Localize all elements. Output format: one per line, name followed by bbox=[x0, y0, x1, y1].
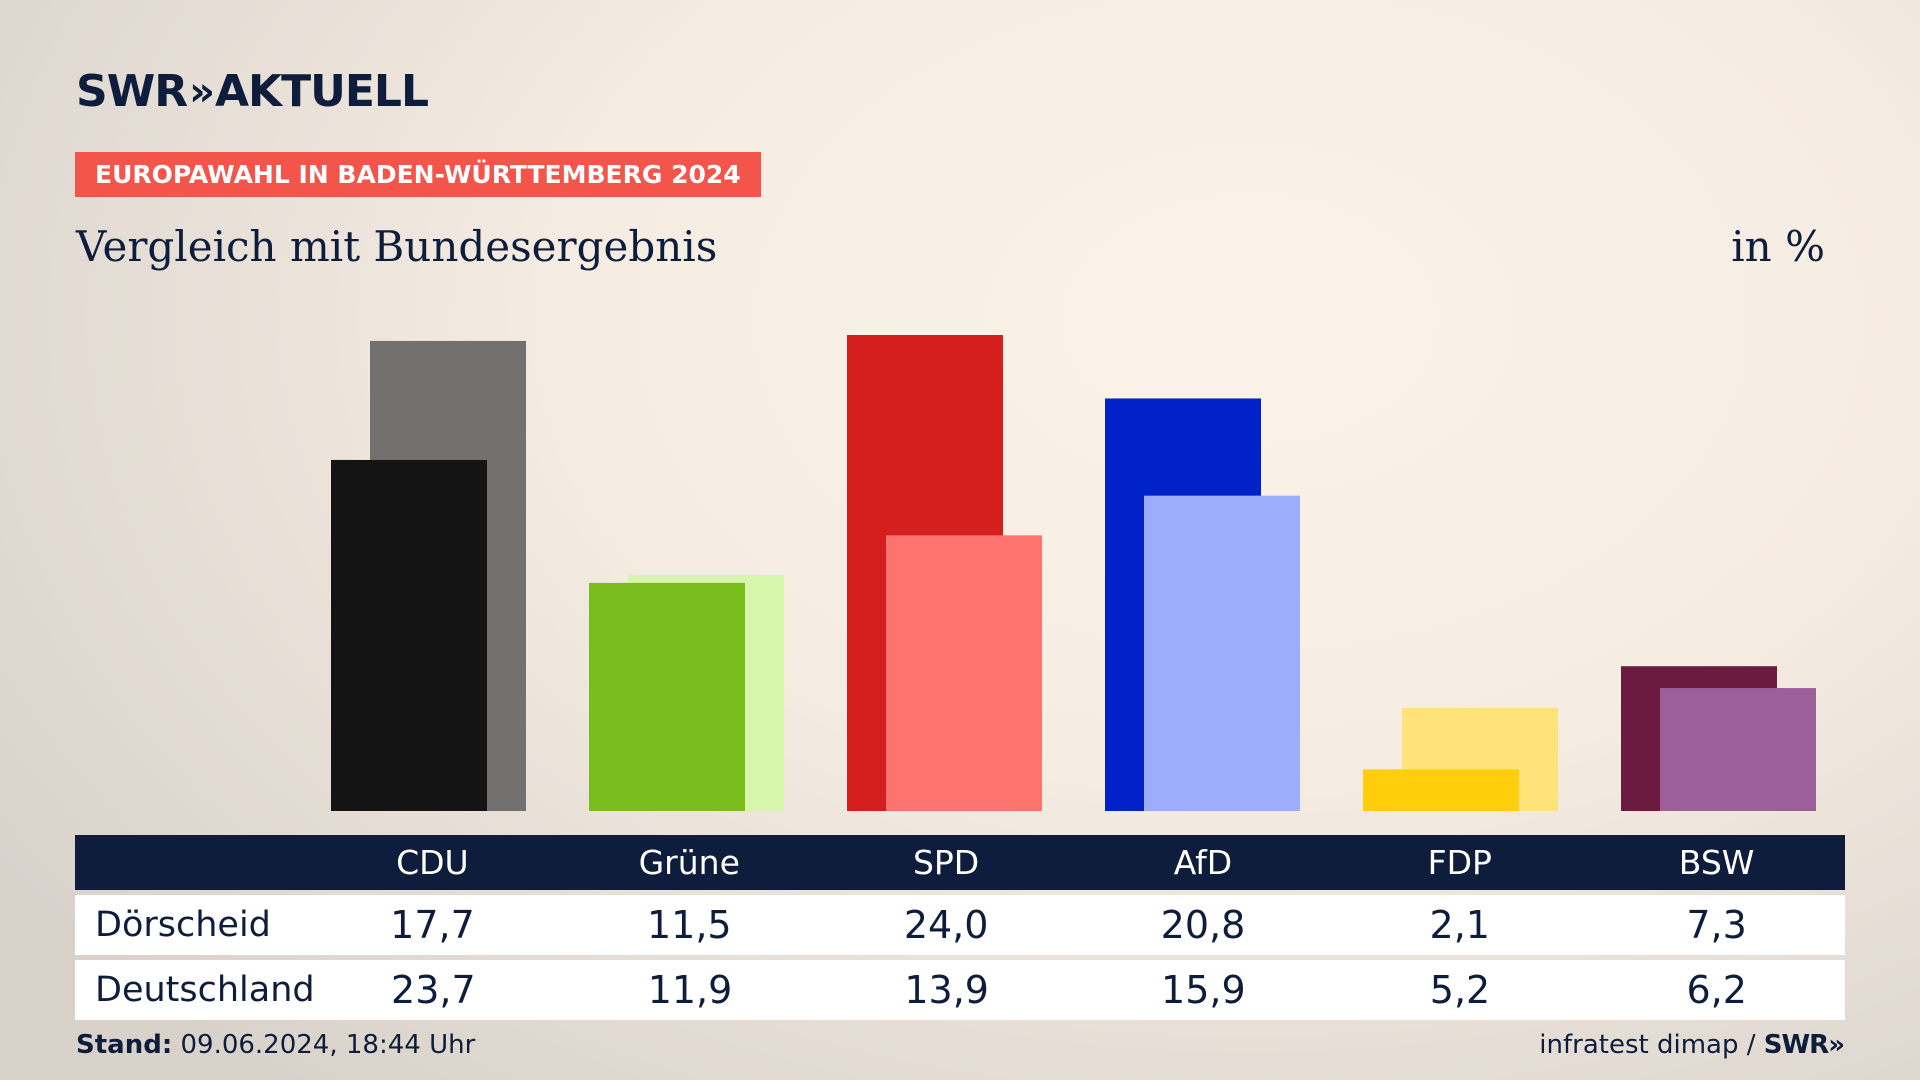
row-label: Dörscheid bbox=[95, 905, 271, 945]
table-cell: 11,9 bbox=[647, 968, 733, 1012]
table-cell: 15,9 bbox=[1161, 968, 1246, 1012]
table-header: CDU Grüne SPD AfD FDP BSW bbox=[75, 835, 1845, 890]
bar-doerscheid-cdu bbox=[331, 459, 487, 811]
table-cell: 7,3 bbox=[1686, 903, 1747, 947]
results-table: CDU Grüne SPD AfD FDP BSW Dörscheid 17,7… bbox=[75, 835, 1845, 1020]
table-row: Dörscheid 17,7 11,5 24,0 20,8 2,1 7,3 bbox=[75, 895, 1845, 955]
bar-chart bbox=[331, 335, 1816, 811]
header-party: FDP bbox=[1427, 843, 1492, 882]
table-cell: 23,7 bbox=[391, 968, 476, 1012]
timestamp: Stand: 09.06.2024, 18:44 Uhr bbox=[76, 1030, 475, 1060]
table-cell: 13,9 bbox=[904, 968, 989, 1012]
row-label: Deutschland bbox=[95, 970, 315, 1010]
swr-logo-small: SWR» bbox=[1763, 1030, 1845, 1060]
bar-deutschland-afd bbox=[1144, 495, 1300, 811]
table-cell: 11,5 bbox=[646, 903, 732, 947]
header-party: SPD bbox=[912, 843, 980, 882]
table-cell: 17,7 bbox=[390, 903, 475, 947]
table-cell: 24,0 bbox=[903, 903, 989, 947]
stand-value: 09.06.2024, 18:44 Uhr bbox=[180, 1030, 476, 1060]
header-party: BSW bbox=[1678, 843, 1755, 882]
election-badge: EUROPAWAHL IN BADEN-WÜRTTEMBERG 2024 bbox=[75, 152, 761, 197]
bar-deutschland-spd bbox=[886, 535, 1042, 811]
header-party: Grüne bbox=[638, 843, 740, 882]
bar-doerscheid-grüne bbox=[589, 582, 745, 811]
stand-label: Stand: bbox=[76, 1030, 173, 1060]
chart-subtitle: Vergleich mit Bundesergebnis bbox=[76, 222, 718, 271]
source-credit: infratest dimap / SWR» bbox=[1539, 1030, 1845, 1060]
unit-label: in % bbox=[1731, 222, 1825, 271]
table-row: Deutschland 23,7 11,9 13,9 15,9 5,2 6,2 bbox=[75, 960, 1845, 1020]
header-party: AfD bbox=[1173, 843, 1233, 882]
source-text: infratest dimap / bbox=[1539, 1030, 1756, 1060]
bar-doerscheid-fdp bbox=[1363, 769, 1519, 811]
table-cell: 5,2 bbox=[1429, 968, 1491, 1012]
table-cell: 6,2 bbox=[1686, 968, 1747, 1012]
bar-deutschland-bsw bbox=[1660, 688, 1816, 811]
logo-suffix: AKTUELL bbox=[214, 66, 429, 117]
swr-aktuell-logo: SWR» AKTUELL bbox=[76, 66, 429, 117]
logo-text: SWR bbox=[76, 66, 188, 117]
header-party: CDU bbox=[396, 843, 469, 882]
table-cell: 20,8 bbox=[1160, 903, 1246, 947]
table-cell: 2,1 bbox=[1429, 903, 1490, 947]
